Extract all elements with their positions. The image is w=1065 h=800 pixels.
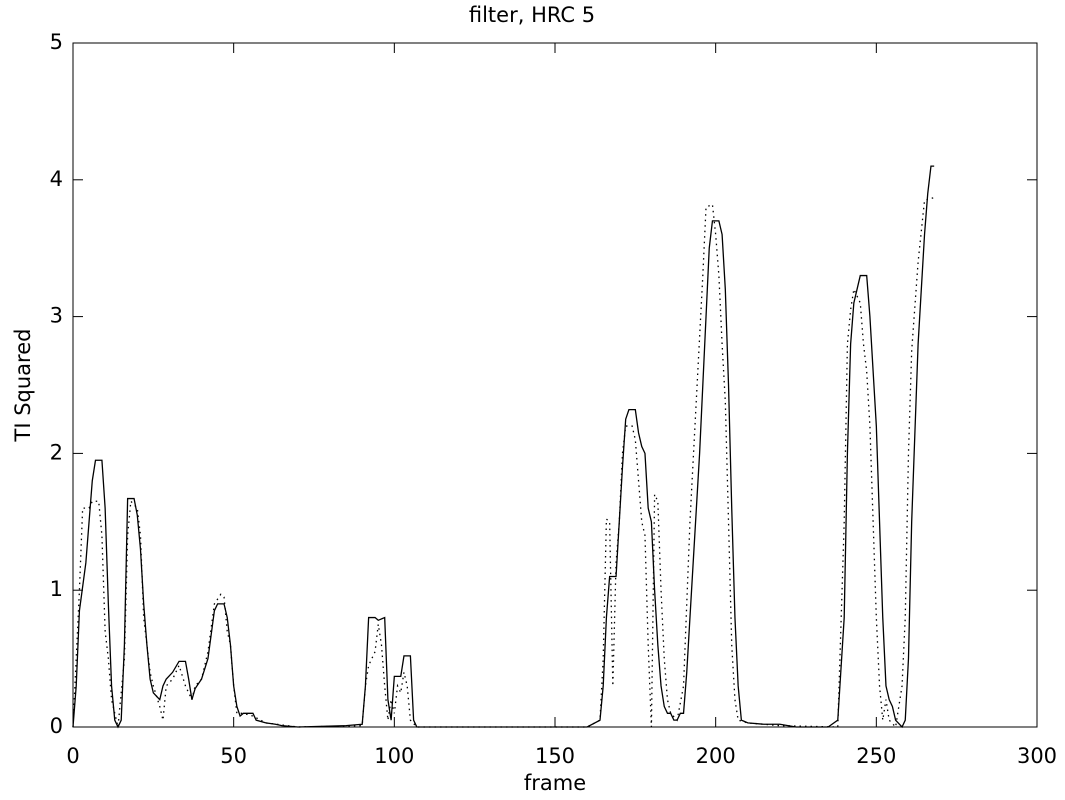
series-line [72,165,935,729]
x-tick-label: 100 [374,744,414,768]
y-tick-label: 2 [50,440,63,464]
y-tick-label: 5 [50,30,63,54]
x-tick-label: 50 [220,744,247,768]
x-tick-label: 0 [66,744,79,768]
x-tick-label: 300 [1017,744,1057,768]
x-tick-label: 250 [856,744,896,768]
x-axis-label: frame [524,771,586,795]
plot-frame [72,42,1038,728]
x-tick-label: 150 [535,744,575,768]
y-tick-label: 1 [50,577,63,601]
chart-title: filter, HRC 5 [469,3,595,27]
y-tick-label: 4 [50,167,63,191]
series-line [72,196,935,729]
y-axis-label: TI Squared [11,329,35,443]
y-tick-label: 0 [50,714,63,738]
y-tick-label: 3 [50,304,63,328]
x-tick-label: 200 [696,744,736,768]
